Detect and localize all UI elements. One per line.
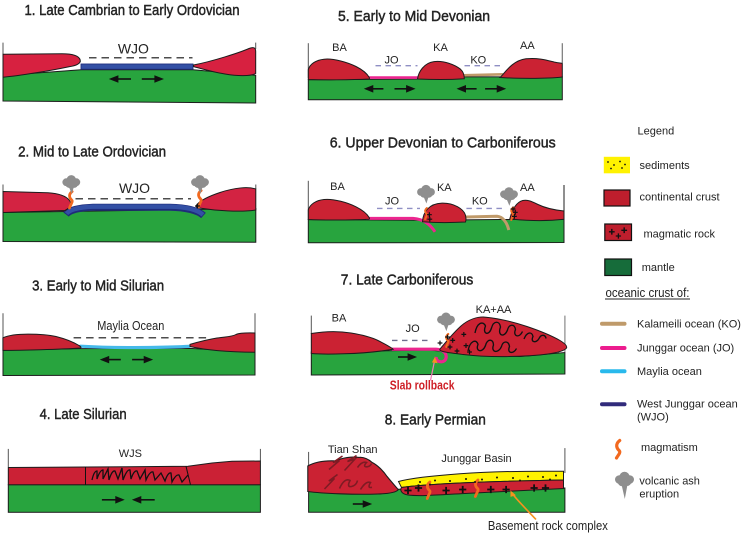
svg-text:2. Mid to Late Ordovician: 2. Mid to Late Ordovician [18,144,166,161]
svg-text:8. Early Permian: 8. Early Permian [385,412,486,429]
svg-text:1. Late Cambrian to Early Ordo: 1. Late Cambrian to Early Ordovician [25,2,240,19]
svg-text:Junggar ocean (JO): Junggar ocean (JO) [637,343,734,355]
svg-text:JO: JO [385,196,400,208]
svg-text:KA+AA: KA+AA [476,304,512,316]
svg-text:Kalameili ocean (KO): Kalameili ocean (KO) [637,318,741,330]
svg-text:AA: AA [520,182,535,194]
svg-text:5. Early to Mid Devonian: 5. Early to Mid Devonian [338,8,490,25]
svg-text:AA: AA [520,40,535,52]
svg-text:Maylia ocean: Maylia ocean [637,366,702,378]
svg-text:JO: JO [384,54,399,66]
svg-text:WJO: WJO [119,180,150,196]
svg-text:BA: BA [332,42,347,54]
svg-text:WJO: WJO [118,41,149,57]
svg-text:oceanic crust of:: oceanic crust of: [606,286,690,300]
svg-text:KO: KO [470,54,486,66]
svg-text:Junggar Basin: Junggar Basin [441,453,511,465]
svg-text:Basement rock complex: Basement rock complex [488,519,609,533]
svg-text:4. Late Silurian: 4. Late Silurian [40,406,127,423]
svg-text:7. Late Carboniferous: 7. Late Carboniferous [341,271,474,288]
svg-text:JO: JO [406,323,421,335]
svg-text:volcanic ash: volcanic ash [639,476,700,488]
svg-text:BA: BA [330,181,345,193]
svg-text:mantle: mantle [642,262,675,274]
svg-text:6. Upper Devonian to Carbonife: 6. Upper Devonian to Carboniferous [330,135,556,152]
svg-text:KA: KA [433,42,448,54]
svg-text:Tian Shan: Tian Shan [328,444,378,456]
svg-text:KA: KA [437,182,452,194]
svg-text:BA: BA [332,313,347,325]
svg-text:continental crust: continental crust [640,192,720,204]
svg-text:Maylia Ocean: Maylia Ocean [97,318,164,333]
svg-text:West Junggar ocean: West Junggar ocean [637,398,738,410]
svg-text:Legend: Legend [638,126,675,138]
svg-text:WJS: WJS [119,448,142,460]
svg-text:KO: KO [472,196,488,208]
svg-text:(WJO): (WJO) [637,412,669,424]
svg-text:Slab rollback: Slab rollback [390,379,455,393]
svg-text:eruption: eruption [639,489,679,501]
svg-text:3. Early to Mid Silurian: 3. Early to Mid Silurian [32,277,164,294]
svg-text:magmatic rock: magmatic rock [644,229,716,241]
svg-text:sediments: sediments [640,160,691,172]
svg-text:magmatism: magmatism [641,442,698,454]
